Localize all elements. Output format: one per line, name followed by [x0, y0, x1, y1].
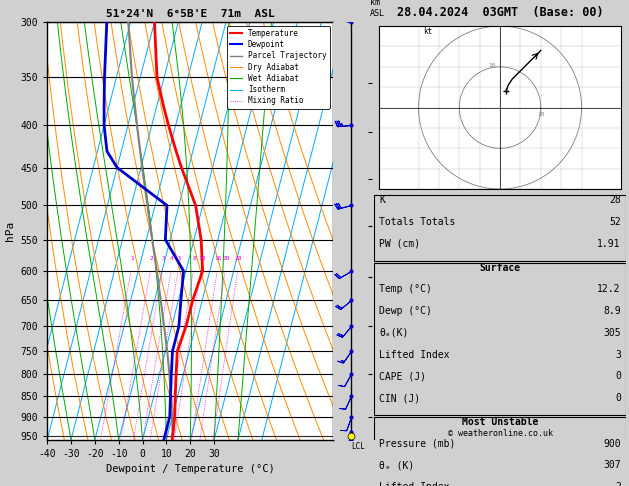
Bar: [374, 262, 626, 415]
Text: Dewp (°C): Dewp (°C): [379, 306, 432, 316]
Text: 8: 8: [192, 256, 196, 260]
Text: 51°24'N  6°5B'E  71m  ASL: 51°24'N 6°5B'E 71m ASL: [106, 9, 275, 19]
Text: Temp (°C): Temp (°C): [379, 284, 432, 295]
Text: 305: 305: [603, 328, 621, 338]
Text: Lifted Index: Lifted Index: [379, 349, 450, 360]
Text: Pressure (mb): Pressure (mb): [379, 438, 455, 449]
Text: Totals Totals: Totals Totals: [379, 217, 455, 227]
Text: Most Unstable: Most Unstable: [462, 417, 538, 427]
X-axis label: Dewpoint / Temperature (°C): Dewpoint / Temperature (°C): [106, 465, 275, 474]
Text: 0: 0: [615, 371, 621, 382]
Legend: Temperature, Dewpoint, Parcel Trajectory, Dry Adiabat, Wet Adiabat, Isotherm, Mi: Temperature, Dewpoint, Parcel Trajectory…: [227, 26, 330, 108]
Text: 52: 52: [609, 217, 621, 227]
Text: PW (cm): PW (cm): [379, 239, 420, 249]
Text: 28: 28: [235, 256, 242, 260]
Text: 900: 900: [603, 438, 621, 449]
Text: km
ASL: km ASL: [370, 0, 385, 17]
Text: Lifted Index: Lifted Index: [379, 482, 450, 486]
Text: θₑ (K): θₑ (K): [379, 460, 415, 470]
Text: 3: 3: [162, 256, 165, 260]
Text: θₑ(K): θₑ(K): [379, 328, 409, 338]
Text: 5: 5: [177, 256, 181, 260]
Text: LCL: LCL: [352, 442, 365, 451]
Text: 2: 2: [150, 256, 153, 260]
Text: © weatheronline.co.uk: © weatheronline.co.uk: [448, 429, 552, 438]
Text: 1.91: 1.91: [598, 239, 621, 249]
Text: 28: 28: [609, 195, 621, 205]
Text: 8.9: 8.9: [603, 306, 621, 316]
Text: 0: 0: [615, 393, 621, 403]
Y-axis label: hPa: hPa: [5, 221, 15, 241]
Text: 12.2: 12.2: [598, 284, 621, 295]
Text: 307: 307: [603, 460, 621, 470]
Text: CIN (J): CIN (J): [379, 393, 420, 403]
Text: Surface: Surface: [479, 262, 521, 273]
Text: 20: 20: [222, 256, 230, 260]
Text: 28.04.2024  03GMT  (Base: 00): 28.04.2024 03GMT (Base: 00): [397, 6, 603, 19]
Text: 10: 10: [198, 256, 206, 260]
Bar: [374, 195, 626, 260]
Text: 1: 1: [130, 256, 134, 260]
Text: 16: 16: [214, 256, 222, 260]
Text: Mixing Ratio (g/kg): Mixing Ratio (g/kg): [337, 206, 345, 294]
Text: 2: 2: [615, 482, 621, 486]
Text: CAPE (J): CAPE (J): [379, 371, 426, 382]
Bar: [374, 417, 626, 486]
Text: 3: 3: [615, 349, 621, 360]
Text: 4: 4: [170, 256, 174, 260]
Text: K: K: [379, 195, 385, 205]
